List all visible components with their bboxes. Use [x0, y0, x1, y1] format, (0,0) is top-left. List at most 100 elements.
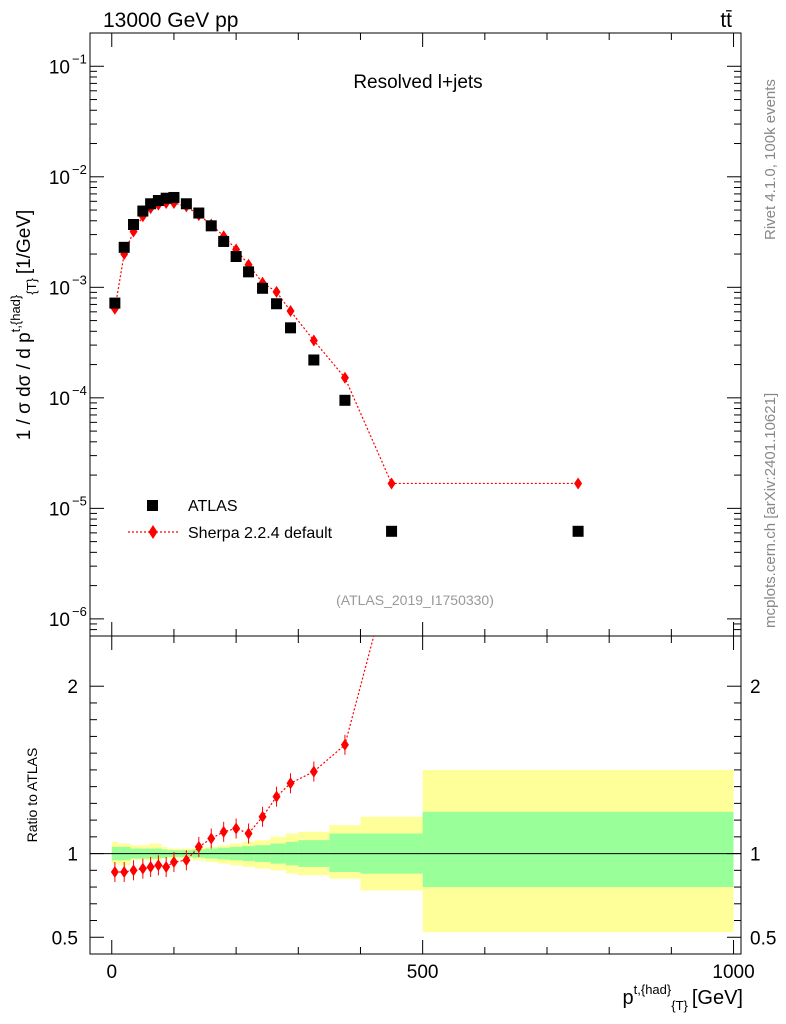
legend-label-sherpa: Sherpa 2.2.4 default [188, 525, 333, 542]
y-tick-exponent: −5 [72, 493, 87, 508]
ratio-axis-title: Ratio to ATLAS [24, 748, 40, 843]
legend-marker-sherpa [148, 525, 158, 539]
x-axis-title: pt,{had}{T} [GeV] [623, 982, 744, 1013]
data-marker [109, 297, 121, 309]
data-marker [339, 394, 351, 406]
mc-ratio-marker [207, 832, 216, 845]
y-axis-title-sup: t,{had} [8, 294, 23, 332]
mc-ratio-marker [146, 860, 155, 873]
data-marker [145, 198, 157, 210]
data-marker [271, 298, 283, 310]
band-inner-bin [422, 811, 734, 888]
y-tick-exponent: −1 [72, 51, 87, 66]
main-plot-frame [89, 32, 742, 637]
data-marker [218, 235, 230, 247]
data-marker [285, 322, 297, 334]
y-tick-label: 10 [49, 499, 70, 520]
data-marker [243, 266, 255, 278]
mc-ratio-marker [286, 777, 295, 790]
data-marker [572, 525, 584, 537]
analysis-tag: (ATLAS_2019_I1750330) [336, 592, 494, 608]
legend-marker-atlas [147, 500, 158, 511]
data-marker [180, 198, 192, 210]
x-tick-label: 500 [407, 962, 439, 983]
mc-ratio-marker [120, 865, 129, 878]
x-axis-title-sup: t,{had} [634, 982, 672, 997]
mc-marker [272, 285, 281, 298]
data-marker [128, 219, 140, 231]
side-label-rivet: Rivet 4.1.0, 100k events [762, 79, 779, 240]
x-axis-title-sub: {T} [671, 998, 688, 1013]
mc-ratio-marker [129, 864, 138, 877]
x-tick-label: 0 [106, 962, 117, 983]
ratio-bands [111, 769, 734, 933]
header-left: 13000 GeV pp [103, 9, 238, 32]
mc-ratio-marker [162, 860, 171, 873]
data-marker [193, 207, 205, 219]
mc-ratio-marker [340, 738, 349, 751]
mc-ratio-marker [154, 859, 163, 872]
mc-ratio-marker [232, 822, 241, 835]
mc-ratio-marker [219, 825, 228, 838]
ratio-tick-label: 0.5 [52, 928, 78, 949]
ratio-tick-label: 1 [67, 845, 78, 866]
data-marker [386, 525, 398, 537]
data-marker [257, 282, 269, 294]
mc-series-main [110, 196, 583, 490]
y-tick-label: 10 [49, 389, 70, 410]
mc-ratio-marker [110, 865, 119, 878]
mc-ratio-clipped [110, 636, 375, 882]
ratio-tick-label-right: 1 [750, 845, 761, 866]
y-tick-exponent: −2 [72, 162, 87, 177]
y-axis-title-units: [1/GeV] [14, 210, 35, 274]
y-tick-label: 10 [49, 57, 70, 78]
x-tick-label: 1000 [712, 962, 754, 983]
plot-title: Resolved l+jets [353, 72, 482, 93]
mc-line-main [114, 202, 579, 485]
mc-ratio-marker [258, 810, 267, 823]
data-marker [118, 241, 130, 253]
ratio-tick-label-right: 0.5 [750, 928, 776, 949]
ratio-tick-label-right: 2 [750, 677, 761, 698]
x-axis-title-main: p [623, 987, 634, 1009]
data-marker [137, 205, 149, 217]
data-marker [205, 220, 217, 232]
mc-series-ratio [110, 636, 375, 882]
ratio-axis-title-text: Ratio to ATLAS [24, 748, 40, 843]
y-tick-label: 10 [49, 168, 70, 189]
band-inner-bin [329, 833, 361, 872]
legend: ATLAS Sherpa 2.2.4 default [128, 498, 333, 542]
x-axis-title-units: [GeV] [692, 987, 743, 1009]
mc-marker [286, 305, 295, 318]
mc-marker [340, 371, 349, 384]
y-tick-exponent: −3 [72, 272, 87, 287]
y-axis-title-sub: {T} [24, 277, 39, 294]
mc-ratio-marker [272, 790, 281, 803]
y-tick-label: 10 [49, 278, 70, 299]
mc-ratio-marker [309, 765, 318, 778]
mc-ratio-marker [138, 862, 147, 875]
data-marker [230, 251, 242, 263]
mc-marker [574, 477, 583, 490]
mc-ratio-marker [169, 855, 178, 868]
header-right: tt̄ [720, 9, 732, 32]
data-marker [152, 195, 164, 207]
legend-label-atlas: ATLAS [188, 498, 238, 515]
y-tick-exponent: −4 [72, 383, 87, 398]
ratio-tick-label: 2 [67, 677, 78, 698]
y-axis-title-main: 1 / σ dσ / d p [14, 332, 35, 440]
mc-ratio-marker [244, 827, 253, 840]
data-series-main [109, 191, 584, 537]
mc-marker [309, 334, 318, 347]
data-marker [308, 354, 320, 366]
mc-marker [387, 477, 396, 490]
svg-text:1 / σ dσ / d pt,{had}{T}[1/GeV: 1 / σ dσ / d pt,{had}{T} [1/GeV] [8, 210, 39, 441]
mc-ratio-marker [194, 840, 203, 853]
mc-ratio-marker [182, 854, 191, 867]
side-label-mcplots: mcplots.cern.ch [arXiv:2401.10621] [762, 392, 779, 628]
y-axis-title: 1 / σ dσ / d pt,{had}{T} [1/GeV] [8, 210, 39, 441]
data-marker [160, 192, 172, 204]
y-tick-exponent: −6 [72, 604, 87, 619]
